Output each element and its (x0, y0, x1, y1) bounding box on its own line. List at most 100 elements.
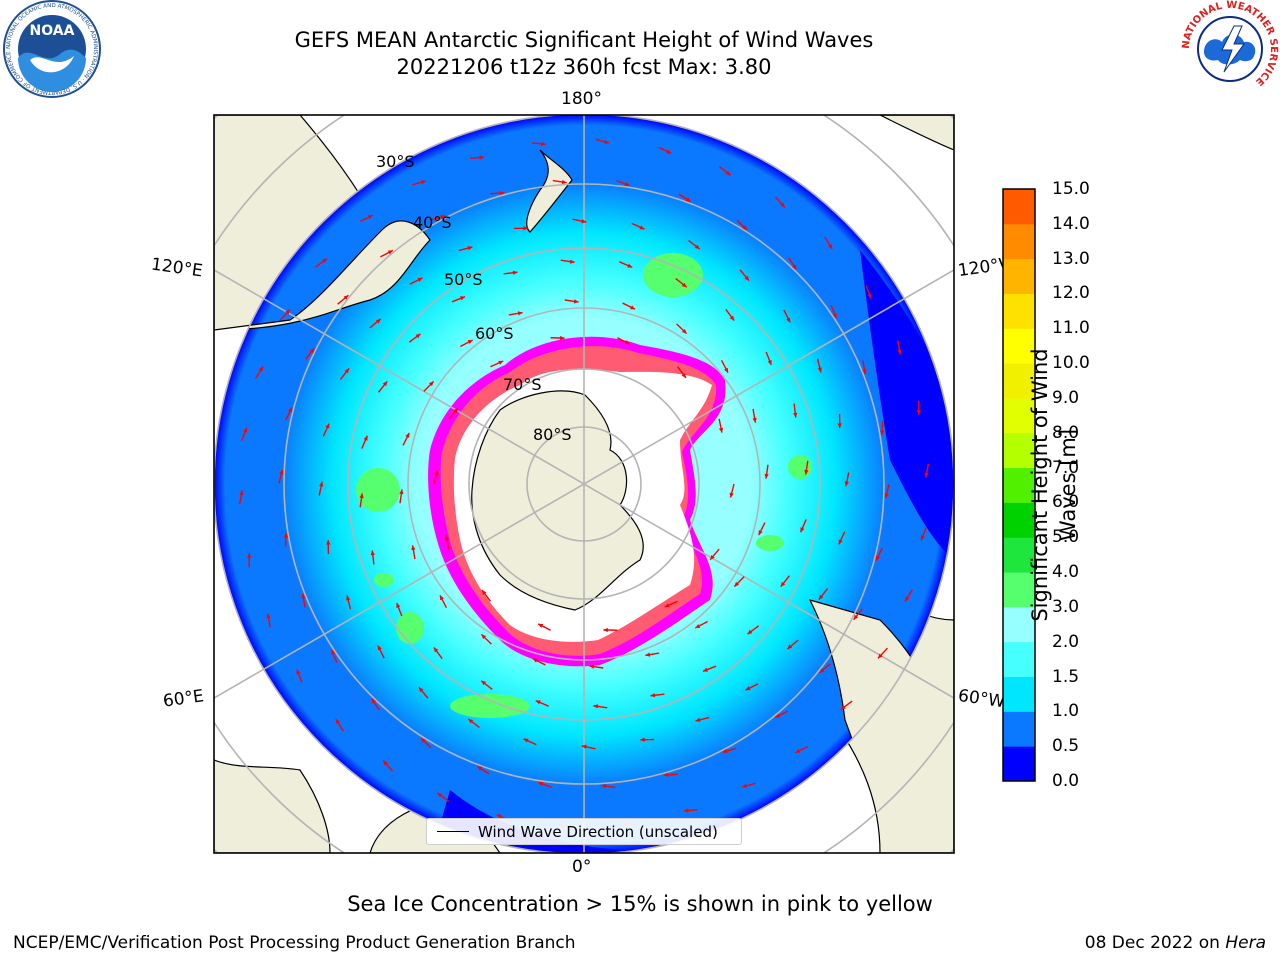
map-frame (213, 114, 955, 854)
wave-direction-arrowhead (681, 372, 686, 378)
colorbar-tick-label: 15.0 (1052, 179, 1090, 199)
wave-direction-arrowhead (663, 772, 669, 778)
wave-direction-arrowhead (538, 781, 544, 786)
wave-direction-arrowhead (573, 299, 579, 304)
lat-label-50s: 50°S (444, 270, 483, 289)
wave-direction-arrowhead (420, 180, 426, 185)
wave-direction-arrowhead (375, 318, 381, 324)
wave-direction-arrowhead (459, 296, 465, 301)
colorbar-tick-label: 3.0 (1052, 596, 1080, 617)
wave-direction-arrowhead (695, 624, 701, 629)
wave-direction-arrowhead (650, 693, 656, 698)
wave-direction-arrowhead (367, 215, 373, 220)
wave-direction-arrowhead (343, 295, 349, 300)
wave-direction-arrowhead (862, 369, 867, 375)
wave-direction-arrowhead (296, 669, 301, 675)
wave-direction-arrowhead (541, 141, 546, 147)
wave-direction-arrowhead (437, 792, 443, 798)
wave-direction-arrowhead (722, 748, 728, 754)
wave-direction-arrowhead (681, 328, 687, 334)
wave-direction-arrowhead (309, 348, 315, 354)
wave-direction-arrowhead (335, 719, 341, 725)
wave-direction-arrowhead (285, 309, 291, 315)
wave-direction-arrowhead (377, 645, 382, 651)
wave-direction-arrowhead (468, 718, 474, 724)
colorbar-label: Significant Height of Wind Waves [m] (1026, 335, 1082, 635)
wave-direction-arrowhead (742, 225, 748, 231)
colorbar-segment (1003, 537, 1035, 573)
colorbar-tick-label: 1.0 (1052, 701, 1080, 722)
wave-direction-arrowhead (764, 473, 769, 479)
wave-direction-arrowhead (897, 349, 902, 355)
wave-direction-arrowhead (560, 335, 565, 341)
chart-subtitle: 20221206 t12z 360h fcst Max: 3.80 (396, 55, 772, 79)
wave-direction-arrowhead (630, 305, 636, 310)
wave-direction-arrowhead (718, 427, 724, 433)
wave-direction-arrowhead (523, 738, 529, 743)
colorbar-segment (1003, 189, 1035, 225)
wave-direction-arrowhead (804, 469, 809, 475)
colorbar (1002, 188, 1036, 782)
wave-direction-arrowhead (247, 553, 252, 558)
colorbar-segment (1003, 676, 1035, 712)
colorbar-tick-label: 12.0 (1052, 283, 1090, 304)
wave-direction-arrowhead (844, 481, 849, 487)
wave-direction-arrowhead (645, 652, 651, 657)
colorbar-segment (1003, 711, 1035, 747)
wave-direction-arrowhead (363, 435, 368, 441)
wave-direction-arrowhead (694, 244, 700, 250)
colorbar-segment (1003, 293, 1035, 329)
colorbar-tick-label: 9.0 (1052, 387, 1080, 408)
wave-direction-arrowhead (319, 481, 324, 487)
wave-direction-arrowhead (786, 317, 791, 323)
wave-direction-arrowhead (624, 340, 630, 345)
colorbar-tick-label: 6.0 (1052, 492, 1080, 513)
wave-direction-arrowhead (624, 182, 630, 187)
wave-direction-arrowhead (512, 270, 518, 275)
wave-direction-arrowhead (924, 472, 929, 478)
wave-direction-arrowhead (453, 408, 458, 414)
wave-direction-arrowhead (581, 744, 587, 749)
wave-direction-arrowhead (346, 595, 351, 601)
colorbar-segment (1003, 432, 1035, 469)
wave-direction-arrowhead (344, 368, 350, 374)
noaa-logo: NOAA NATIONAL OCEANIC AND ATMOSPHERIC AD… (3, 0, 101, 98)
wave-direction-arrowhead (744, 275, 750, 281)
wave-direction-arrowhead (399, 489, 404, 495)
wave-direction-arrowhead (838, 539, 843, 545)
wave-direction-arrowhead (666, 149, 672, 154)
wave-direction-arrowhead (639, 225, 645, 230)
wave-direction-arrowhead (758, 530, 763, 536)
wave-direction-arrowhead (523, 226, 528, 231)
wave-direction-arrowhead (795, 748, 801, 753)
wave-direction-arrowhead (538, 623, 544, 628)
wave-direction-arrowhead (283, 532, 289, 538)
wave-direction-arrowhead (681, 282, 687, 288)
colorbar-segment (1003, 363, 1035, 399)
wave-direction-arrowhead (418, 687, 424, 693)
colorbar-tick-label: 13.0 (1052, 248, 1090, 269)
wave-direction-arrowhead (920, 535, 925, 541)
wind-wave-arrows (238, 138, 930, 830)
wave-direction-arrowhead (819, 668, 825, 673)
wave-direction-arrowhead (243, 427, 248, 433)
wave-direction-arrowhead (601, 783, 607, 789)
colorbar-label-line1: Significant Height of Wind (1028, 348, 1052, 622)
colorbar-segment (1003, 641, 1035, 678)
wave-direction-arrowhead (884, 493, 889, 499)
wave-direction-arrowhead (877, 653, 883, 659)
wave-direction-arrowhead (793, 412, 798, 418)
colorbar-tick-label: 5.0 (1052, 527, 1080, 548)
colorbar-segment (1003, 258, 1035, 294)
lon-label-180: 180° (561, 89, 602, 109)
wave-direction-arrowhead (729, 315, 735, 321)
wave-direction-arrowhead (279, 469, 284, 475)
footer-organization: NCEP/EMC/Verification Post Processing Pr… (13, 933, 576, 953)
colorbar-label-line2: Waves [m] (1056, 428, 1080, 542)
colorbar-tick-label: 2.0 (1052, 631, 1080, 652)
colorbar-segment (1003, 223, 1035, 260)
wave-direction-arrowhead (832, 313, 837, 319)
colorbar-tick-label: 10.0 (1052, 353, 1090, 374)
wave-direction-arrowhead (405, 432, 410, 438)
wave-direction-arrowhead (817, 367, 822, 373)
